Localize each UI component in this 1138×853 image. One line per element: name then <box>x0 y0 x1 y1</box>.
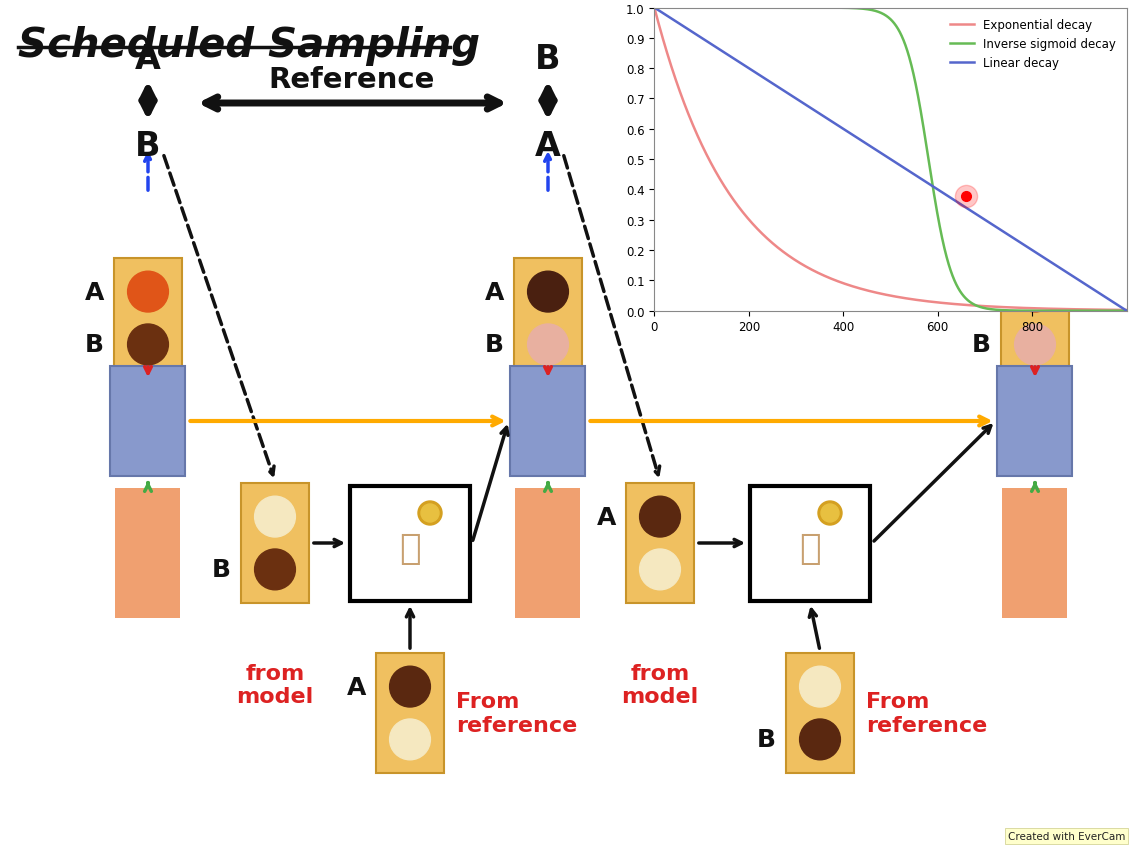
Inverse sigmoid decay <box>865 6 879 16</box>
Text: Created with EverCam: Created with EverCam <box>1007 831 1125 841</box>
Bar <box>998 367 1072 477</box>
Bar <box>114 258 182 379</box>
Circle shape <box>800 666 840 707</box>
Text: B: B <box>135 130 160 163</box>
Circle shape <box>389 719 430 760</box>
Inverse sigmoid decay <box>877 10 891 20</box>
Exponential decay <box>1106 305 1120 316</box>
Linear decay <box>865 142 879 153</box>
Circle shape <box>255 549 296 590</box>
Bar <box>241 484 310 603</box>
Bar <box>1003 489 1067 618</box>
Circle shape <box>820 504 839 522</box>
Exponential decay <box>671 84 685 94</box>
Exponential decay <box>1106 305 1120 316</box>
Text: A: A <box>347 675 366 699</box>
Circle shape <box>818 502 842 525</box>
Linear decay <box>1120 306 1133 316</box>
Circle shape <box>800 719 840 760</box>
Bar <box>786 653 854 773</box>
Circle shape <box>1015 272 1055 313</box>
Line: Inverse sigmoid decay: Inverse sigmoid decay <box>654 9 1127 311</box>
Legend: Exponential decay, Inverse sigmoid decay, Linear decay: Exponential decay, Inverse sigmoid decay… <box>946 15 1121 74</box>
Text: ✋: ✋ <box>799 531 820 566</box>
Circle shape <box>127 325 168 365</box>
Text: B: B <box>85 333 104 357</box>
Linear decay <box>1020 242 1033 252</box>
Circle shape <box>640 549 681 590</box>
Circle shape <box>418 502 442 525</box>
Inverse sigmoid decay <box>648 3 661 14</box>
Bar <box>1001 258 1069 379</box>
Text: From
reference: From reference <box>456 692 577 734</box>
Text: A: A <box>535 130 561 163</box>
Bar <box>115 489 181 618</box>
Inverse sigmoid decay <box>1106 306 1120 316</box>
Circle shape <box>528 272 568 313</box>
Bar <box>376 653 444 773</box>
Linear decay <box>1106 298 1120 308</box>
Bar <box>750 486 869 601</box>
Text: B: B <box>485 333 504 357</box>
Bar <box>514 258 582 379</box>
Text: From
reference: From reference <box>866 692 988 734</box>
Circle shape <box>640 496 681 537</box>
Inverse sigmoid decay <box>1020 306 1033 316</box>
Line: Linear decay: Linear decay <box>654 9 1127 311</box>
Bar <box>351 486 470 601</box>
Text: B: B <box>972 333 991 357</box>
Text: Scheduled Sampling: Scheduled Sampling <box>18 26 480 66</box>
Inverse sigmoid decay <box>1106 306 1120 316</box>
Text: B: B <box>535 43 561 76</box>
Bar <box>626 484 694 603</box>
Circle shape <box>255 496 296 537</box>
Linear decay <box>877 151 891 161</box>
Inverse sigmoid decay <box>671 3 685 14</box>
Circle shape <box>389 666 430 707</box>
Circle shape <box>127 272 168 313</box>
Circle shape <box>421 504 439 522</box>
Circle shape <box>1015 325 1055 365</box>
Bar <box>511 367 585 477</box>
Bar <box>110 367 185 477</box>
Text: B: B <box>757 728 776 751</box>
Circle shape <box>528 325 568 365</box>
Linear decay <box>1106 298 1120 308</box>
Text: ✋: ✋ <box>399 531 421 566</box>
Inverse sigmoid decay <box>1120 306 1133 316</box>
Text: B: B <box>212 558 231 582</box>
Text: from
model: from model <box>237 664 314 706</box>
Exponential decay <box>1020 304 1033 314</box>
Text: from
model: from model <box>621 664 699 706</box>
Text: A: A <box>485 281 504 305</box>
Linear decay <box>648 3 661 14</box>
Line: Exponential decay: Exponential decay <box>654 9 1127 310</box>
Exponential decay <box>865 287 879 297</box>
Text: A: A <box>135 43 160 76</box>
Text: A: A <box>596 505 616 529</box>
Linear decay <box>671 19 685 29</box>
Exponential decay <box>1120 305 1133 316</box>
Bar <box>516 489 580 618</box>
Text: A: A <box>972 281 991 305</box>
Exponential decay <box>648 3 661 14</box>
Exponential decay <box>877 290 891 300</box>
Text: A: A <box>84 281 104 305</box>
Text: Reference: Reference <box>269 66 435 94</box>
